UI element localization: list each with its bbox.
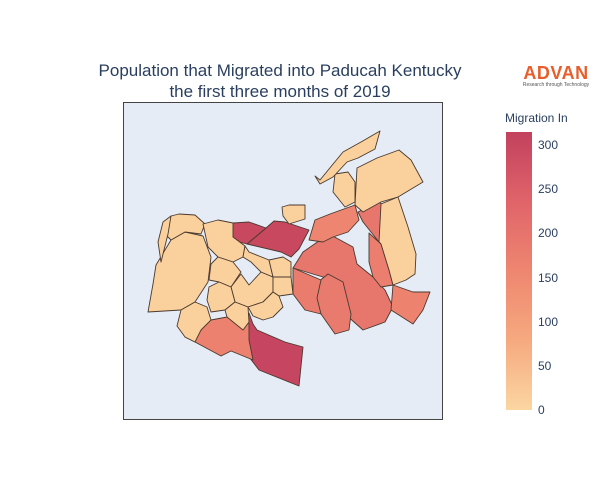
- map-region[interactable]: [246, 220, 310, 258]
- colorbar-tick-label: 150: [538, 270, 559, 285]
- map-region[interactable]: [390, 284, 431, 325]
- logo-tagline: Research through Technology: [522, 82, 590, 88]
- colorbar-tick-label: 250: [538, 182, 559, 197]
- map-region[interactable]: [272, 276, 294, 297]
- colorbar-tick-label: 50: [538, 358, 552, 373]
- map-region[interactable]: [224, 301, 250, 331]
- chart-title: Population that Migrated into Paducah Ke…: [70, 60, 490, 102]
- advan-logo: ADVAN Research through Technology: [520, 64, 592, 89]
- logo-wordmark: ADVAN: [523, 63, 589, 83]
- choropleth-map: [147, 130, 431, 387]
- map-region[interactable]: [308, 204, 360, 243]
- map-region[interactable]: [176, 301, 212, 343]
- map-region[interactable]: [332, 171, 356, 208]
- colorbar-tick-label: 200: [538, 226, 559, 241]
- map-region[interactable]: [281, 204, 306, 225]
- colorbar: [506, 132, 532, 410]
- map-region[interactable]: [354, 149, 424, 213]
- colorbar-title: Migration In: [505, 111, 568, 125]
- map-region[interactable]: [247, 291, 284, 321]
- map-region[interactable]: [378, 196, 417, 286]
- colorbar-tick-label: 300: [538, 138, 559, 153]
- colorbar-tick-label: 100: [538, 314, 559, 329]
- colorbar-tick-label: 0: [538, 403, 545, 417]
- chart-title-line2: the first three months of 2019: [169, 82, 391, 101]
- map-frame: [123, 102, 443, 420]
- map-region[interactable]: [206, 281, 236, 313]
- map-region[interactable]: [242, 245, 274, 278]
- map-region[interactable]: [147, 231, 212, 313]
- map-region[interactable]: [314, 130, 381, 185]
- map-region[interactable]: [157, 215, 172, 263]
- map-region[interactable]: [242, 312, 304, 387]
- map-region[interactable]: [268, 256, 292, 278]
- chart-title-line1: Population that Migrated into Paducah Ke…: [98, 61, 462, 80]
